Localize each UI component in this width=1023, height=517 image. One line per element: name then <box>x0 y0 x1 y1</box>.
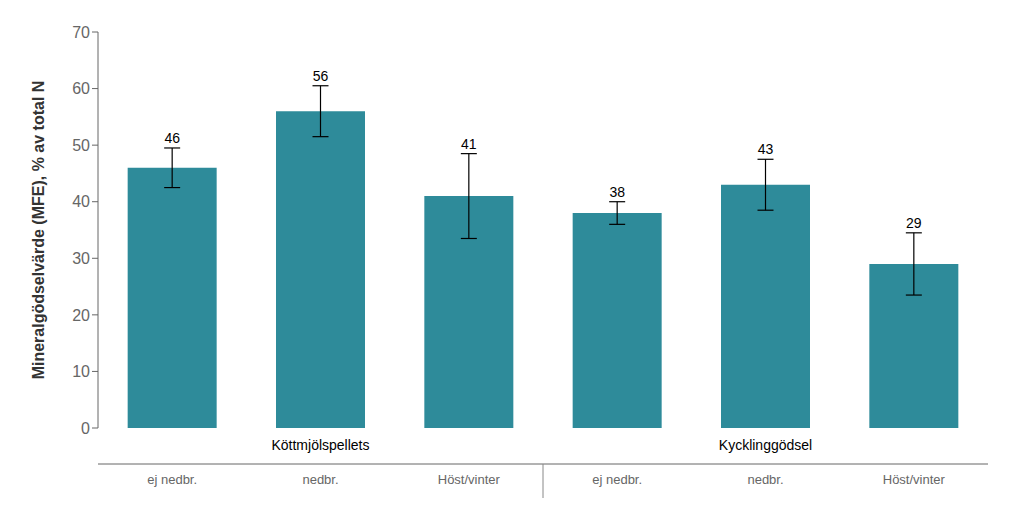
svg-text:46: 46 <box>164 130 180 146</box>
svg-text:ej nedbr.: ej nedbr. <box>147 472 197 487</box>
svg-text:41: 41 <box>461 136 477 152</box>
svg-text:70: 70 <box>72 24 90 41</box>
svg-text:40: 40 <box>72 193 90 210</box>
svg-text:43: 43 <box>758 141 774 157</box>
svg-text:20: 20 <box>72 307 90 324</box>
svg-text:ej nedbr.: ej nedbr. <box>592 472 642 487</box>
svg-text:Höst/vinter: Höst/vinter <box>883 472 946 487</box>
svg-text:Köttmjölspellets: Köttmjölspellets <box>271 437 369 453</box>
svg-text:50: 50 <box>72 137 90 154</box>
svg-text:0: 0 <box>81 420 90 437</box>
svg-text:nedbr.: nedbr. <box>747 472 783 487</box>
svg-text:Höst/vinter: Höst/vinter <box>438 472 501 487</box>
svg-text:29: 29 <box>906 215 922 231</box>
svg-text:60: 60 <box>72 80 90 97</box>
svg-text:nedbr.: nedbr. <box>302 472 338 487</box>
svg-text:38: 38 <box>609 184 625 200</box>
svg-text:56: 56 <box>313 68 329 84</box>
svg-text:30: 30 <box>72 250 90 267</box>
svg-text:Mineralgödselvärde (MFE), % av: Mineralgödselvärde (MFE), % av total N <box>30 81 47 380</box>
svg-text:10: 10 <box>72 363 90 380</box>
svg-text:Kycklinggödsel: Kycklinggödsel <box>719 437 812 453</box>
